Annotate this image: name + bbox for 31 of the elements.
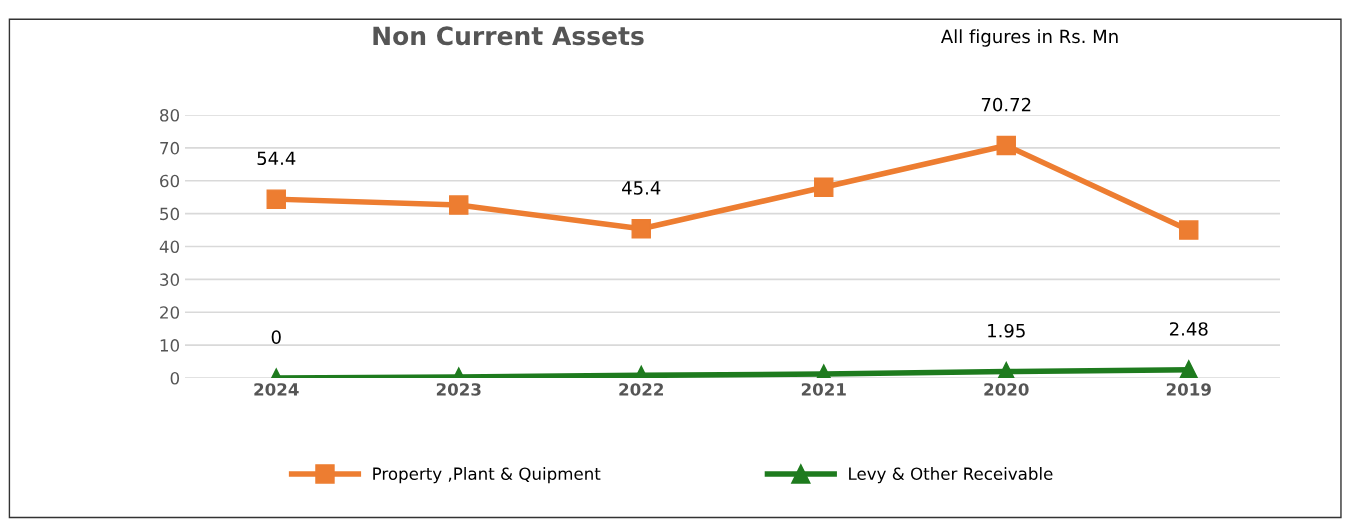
- y-tick-label: 80: [160, 108, 180, 122]
- point: [631, 219, 651, 239]
- y-tick-label: 10: [160, 339, 180, 352]
- y-tick-label: 60: [160, 174, 180, 188]
- point: [996, 135, 1016, 156]
- y-tick-label: 40: [159, 240, 180, 254]
- legend-label: Levy & Other Receivable: [849, 467, 1053, 484]
- y-tick-label: 30: [160, 273, 180, 286]
- data-label: 54.4: [257, 151, 296, 166]
- chart-subtitle: All figures in Rs. Mn: [940, 29, 1118, 47]
- point: [449, 195, 469, 215]
- data-label: 70.72: [981, 97, 1031, 112]
- x-tick-label: 2021: [801, 383, 846, 396]
- x-tick-label: 2023: [436, 383, 481, 396]
- x-tick-label: 2019: [1166, 383, 1211, 396]
- y-tick-label: 0: [170, 371, 180, 385]
- data-label: 1.95: [988, 323, 1025, 338]
- chart-title: Non Current Assets: [373, 26, 644, 46]
- data-label: 2.48: [1169, 322, 1208, 336]
- y-tick-label: 70: [160, 141, 180, 155]
- x-tick-label: 2020: [984, 383, 1029, 396]
- x-tick-label: 2022: [619, 383, 663, 396]
- point: [814, 177, 834, 198]
- point: [266, 189, 286, 209]
- legend-label: Property ,Plant & Quipment: [373, 467, 601, 484]
- y-tick-label: 20: [160, 306, 180, 319]
- data-label: 45.4: [622, 181, 661, 195]
- x-tick-label: 2024: [254, 383, 299, 396]
- data-label: 0: [271, 330, 281, 344]
- point: [1179, 220, 1199, 240]
- y-tick-label: 50: [160, 207, 180, 221]
